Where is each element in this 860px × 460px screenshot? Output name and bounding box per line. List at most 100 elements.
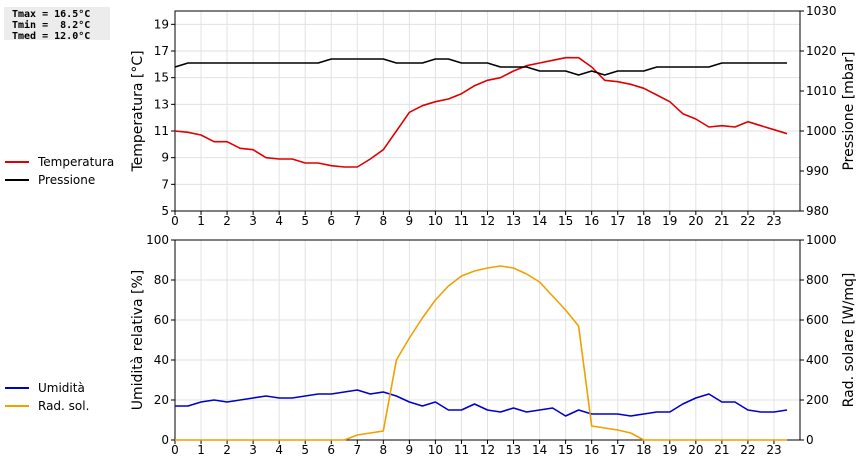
bottom-xtick-label: 23 [766,443,781,457]
top-xtick-label: 8 [380,214,388,228]
top-xtick-label: 22 [740,214,755,228]
bottom-y2tick-label: 400 [806,353,829,367]
bottom-xtick-label: 10 [428,443,443,457]
bottom-ytick-label: 100 [146,233,169,247]
top-y2tick-label: 1030 [806,4,837,18]
legend-label-pressione: Pressione [38,173,96,187]
legend-item-radsol: Rad. sol. [5,397,89,415]
bottom-xtick-label: 14 [532,443,547,457]
top-xtick-label: 23 [766,214,781,228]
legend-label-umidita: Umidità [38,381,85,395]
bottom-xtick-label: 5 [301,443,309,457]
legend-item-pressione: Pressione [5,171,114,189]
tmax-stat: Tmax = 16.5°C [12,9,91,20]
top-xtick-label: 15 [558,214,573,228]
top-ylabel: Temperatura [°C] [130,50,146,172]
top-xtick-label: 13 [506,214,521,228]
bottom-xtick-label: 15 [558,443,573,457]
top-xtick-label: 4 [275,214,283,228]
top-xtick-label: 20 [688,214,703,228]
bottom-xtick-label: 21 [714,443,729,457]
bottom-xtick-label: 4 [275,443,283,457]
bottom-xtick-label: 19 [662,443,677,457]
top-xtick-label: 14 [532,214,547,228]
legend-swatch-pressione [5,179,29,181]
top-ytick-label: 9 [161,151,169,165]
temperature-pressure-chart: 0 1 2 3 4 5 6 7 8 9 10 11 12 13 14 15 16 17 18 19 20 21 22 2357… [130,4,857,228]
bottom-xtick-label: 13 [506,443,521,457]
legend-swatch-umidita [5,387,29,389]
bottom-xtick-label: 7 [353,443,361,457]
top-xtick-label: 2 [223,214,231,228]
bottom-xtick-label: 17 [610,443,625,457]
top-xtick-label: 3 [249,214,257,228]
bottom-xtick-label: 8 [380,443,388,457]
top-y2tick-label: 1000 [806,124,837,138]
bottom-xtick-label: 2 [223,443,231,457]
legend-item-temperatura: Temperatura [5,153,114,171]
top-ytick-label: 7 [161,177,169,191]
stats-box: Tmax = 16.5°C Tmin = 8.2°C Tmed = 12.0°C [4,7,110,42]
top-xtick-label: 6 [327,214,335,228]
legend-item-umidita: Umidità [5,379,89,397]
bottom-y2tick-label: 600 [806,313,829,327]
bottom-ytick-label: 60 [154,313,169,327]
top-xtick-label: 17 [610,214,625,228]
top-ytick-label: 13 [154,97,169,111]
tmed-stat: Tmed = 12.0°C [12,31,91,42]
legend-top: Temperatura Pressione [5,153,114,189]
bottom-xtick-label: 0 [171,443,179,457]
top-series-line-pressione [174,58,787,76]
legend-swatch-temperatura [5,161,29,163]
legend-label-temperatura: Temperatura [38,155,115,169]
bottom-xtick-label: 3 [249,443,257,457]
top-xtick-label: 1 [197,214,205,228]
legend-bottom: Umidità Rad. sol. [5,379,89,415]
top-xtick-label: 18 [636,214,651,228]
top-xtick-label: 7 [353,214,361,228]
top-xtick-label: 10 [428,214,443,228]
bottom-y2tick-label: 200 [806,393,829,407]
top-ytick-label: 11 [154,124,169,138]
top-y2tick-label: 1020 [806,44,837,58]
legend-label-radsol: Rad. sol. [38,399,90,413]
bottom-ytick-label: 20 [154,393,169,407]
bottom-y2tick-label: 1000 [806,233,837,247]
bottom-y2tick-label: 0 [806,433,814,447]
top-xtick-label: 0 [171,214,179,228]
top-ytick-label: 5 [161,204,169,218]
bottom-ytick-label: 0 [161,433,169,447]
top-ytick-label: 17 [154,44,169,58]
top-ytick-label: 15 [154,71,169,85]
top-xtick-label: 5 [301,214,309,228]
bottom-xtick-label: 18 [636,443,651,457]
bottom-ytick-label: 40 [154,353,169,367]
bottom-xtick-label: 6 [327,443,335,457]
top-ytick-label: 19 [154,17,169,31]
humidity-radiation-chart: 0 1 2 3 4 5 6 7 8 9 10 11 12 13 14 15 16 17 18 19 20 21 22 2302… [130,233,857,457]
top-y2tick-label: 980 [806,204,829,218]
bottom-ylabel: Umidità relativa [%] [130,270,146,411]
legend-swatch-radsol [5,405,29,407]
tmin-stat: Tmin = 8.2°C [12,20,91,31]
bottom-series-line-rad-sol [175,265,787,441]
top-y2tick-label: 990 [806,164,829,178]
top-series-line-temperatura [174,56,788,168]
bottom-y2tick-label: 800 [806,273,829,287]
top-y2tick-label: 1010 [806,84,837,98]
top-xtick-label: 9 [406,214,414,228]
bottom-xtick-label: 1 [197,443,205,457]
bottom-xtick-label: 20 [688,443,703,457]
bottom-series-line-umidit [175,389,788,417]
top-xtick-label: 21 [714,214,729,228]
bottom-xtick-label: 9 [406,443,414,457]
top-y2label: Pressione [mbar] [841,51,857,170]
top-xtick-label: 11 [454,214,469,228]
bottom-y2label: Rad. solare [W/mq] [841,273,857,408]
bottom-xtick-label: 11 [454,443,469,457]
bottom-xtick-label: 16 [584,443,599,457]
bottom-xtick-label: 12 [480,443,495,457]
top-xtick-label: 16 [584,214,599,228]
top-xtick-label: 12 [480,214,495,228]
